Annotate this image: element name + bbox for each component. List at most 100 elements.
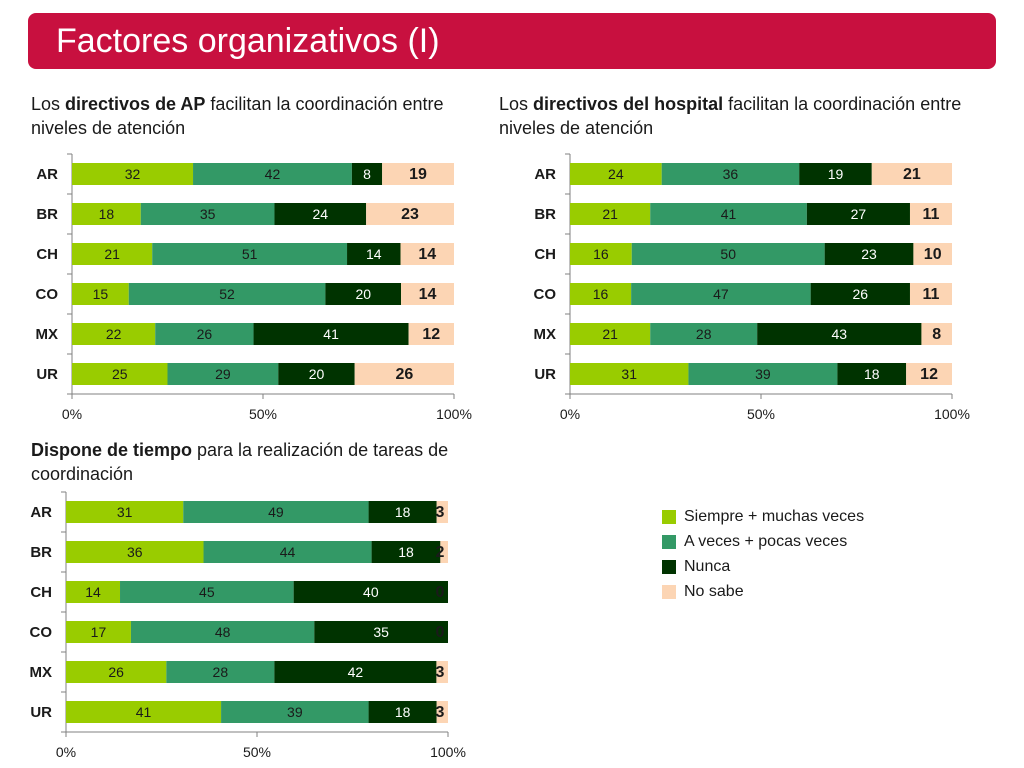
chart-title-hospital-suffix: facilitan la coordinación entre niveles … [499, 94, 962, 138]
tiempo-data-label: 18 [398, 544, 414, 560]
tiempo-bar-segment-ur-s3 [436, 701, 448, 723]
ap-category-label: MX [36, 326, 59, 343]
hosp-bar-segment-ur-s3 [906, 363, 952, 385]
ap-data-label: 22 [106, 326, 122, 342]
tiempo-bar-segment-mx-s2 [274, 661, 437, 683]
hosp-data-label: 47 [713, 286, 729, 302]
ap-bar-segment-br-s3 [366, 203, 454, 225]
ap-category-label: UR [36, 366, 58, 383]
ap-data-label: 14 [366, 246, 382, 262]
ap-bar-segment-ur-s1 [167, 363, 279, 385]
hosp-data-label: 26 [853, 286, 869, 302]
tiempo-x-tick-label: 50% [243, 744, 271, 760]
hosp-category-label: CH [534, 246, 556, 263]
hosp-data-label: 43 [832, 326, 848, 342]
tiempo-data-label: 3 [436, 664, 445, 681]
tiempo-data-label: 41 [136, 704, 152, 720]
hosp-data-label: 16 [593, 286, 609, 302]
hosp-bar-segment-mx-s1 [650, 323, 758, 345]
tiempo-data-label: 26 [108, 664, 124, 680]
tiempo-data-label: 18 [395, 704, 411, 720]
hosp-bar-segment-mx-s0 [570, 323, 651, 345]
ap-data-label: 15 [93, 286, 109, 302]
tiempo-category-label: AR [30, 504, 52, 521]
hosp-bar-segment-ch-s1 [631, 243, 825, 265]
tiempo-bar-segment-co-s1 [130, 621, 315, 643]
ap-data-label: 51 [242, 246, 258, 262]
hosp-bar-segment-ur-s0 [570, 363, 689, 385]
hosp-data-label: 10 [924, 246, 942, 263]
tiempo-bar-segment-ar-s0 [66, 501, 184, 523]
hosp-x-tick-label: 100% [934, 406, 970, 422]
ap-data-label: 41 [323, 326, 339, 342]
tiempo-data-label: 0 [436, 584, 445, 601]
hosp-x-tick-label: 50% [747, 406, 775, 422]
ap-bar-segment-ar-s1 [193, 163, 352, 185]
tiempo-bar-segment-ch-s1 [120, 581, 294, 603]
ap-data-label: 29 [215, 366, 231, 382]
legend-swatch-siempre [662, 509, 676, 524]
ap-data-label: 42 [265, 166, 281, 182]
ap-bar-segment-mx-s0 [72, 323, 156, 345]
chart-title-ap: Los directivos de AP facilitan la coordi… [31, 92, 451, 140]
ap-data-label: 52 [219, 286, 235, 302]
legend-label: Nunca [684, 557, 731, 575]
hosp-bar-segment-br-s3 [909, 203, 952, 225]
legend-label: No sabe [684, 582, 744, 600]
ap-bar-segment-ch-s1 [152, 243, 348, 265]
ap-bar-segment-mx-s3 [408, 323, 454, 345]
tiempo-bar-segment-ur-s1 [221, 701, 369, 723]
tiempo-data-label: 0 [436, 624, 445, 641]
hosp-data-label: 23 [861, 246, 877, 262]
ap-data-label: 26 [197, 326, 213, 342]
chart-title-ap-suffix: facilitan la coordinación entre niveles … [31, 94, 444, 138]
tiempo-data-label: 49 [268, 504, 284, 520]
ap-data-label: 19 [409, 166, 427, 183]
chart-title-tiempo: Dispone de tiempo para la realización de… [31, 438, 511, 486]
legend-item: No sabe [662, 579, 864, 604]
ap-bar-segment-mx-s2 [253, 323, 409, 345]
tiempo-bar-segment-ur-s2 [368, 701, 437, 723]
hosp-category-label: AR [534, 166, 556, 183]
chart-title-hospital: Los directivos del hospital facilitan la… [499, 92, 979, 140]
ap-data-label: 35 [200, 206, 216, 222]
ap-x-tick-label: 0% [62, 406, 82, 422]
tiempo-data-label: 35 [373, 624, 389, 640]
chart-title-hospital-prefix: Los [499, 94, 534, 114]
hosp-bar-segment-ch-s0 [570, 243, 632, 265]
chart-title-tiempo-suffix: para la realización de tareas de coordin… [31, 440, 449, 484]
ap-data-label: 14 [419, 286, 437, 303]
ap-bar-segment-ar-s2 [351, 163, 383, 185]
legend-swatch-nunca [662, 559, 676, 574]
tiempo-bar-segment-ar-s2 [368, 501, 437, 523]
tiempo-data-label: 39 [287, 704, 303, 720]
legend-swatch-no-sabe [662, 584, 676, 599]
hosp-bar-segment-ur-s2 [837, 363, 907, 385]
hosp-x-tick-label: 0% [560, 406, 580, 422]
hosp-data-label: 28 [696, 326, 712, 342]
tiempo-category-label: MX [30, 664, 53, 681]
ap-bar-segment-co-s1 [128, 283, 326, 305]
legend-swatch-a-veces [662, 534, 676, 549]
hosp-category-label: BR [534, 206, 556, 223]
ap-bar-segment-ch-s0 [72, 243, 153, 265]
tiempo-bar-segment-mx-s3 [436, 661, 448, 683]
hosp-data-label: 8 [932, 326, 941, 343]
tiempo-data-label: 17 [91, 624, 107, 640]
ap-bar-segment-br-s2 [274, 203, 367, 225]
tiempo-x-tick-label: 0% [56, 744, 76, 760]
tiempo-data-label: 45 [199, 584, 215, 600]
tiempo-data-label: 44 [280, 544, 296, 560]
hosp-data-label: 21 [903, 166, 921, 183]
ap-data-label: 12 [422, 326, 440, 343]
ap-bar-segment-ur-s2 [278, 363, 355, 385]
ap-bar-segment-ar-s0 [72, 163, 194, 185]
legend-label: Siempre + muchas veces [684, 507, 865, 525]
ap-data-label: 24 [313, 206, 329, 222]
tiempo-bar-segment-br-s1 [203, 541, 372, 563]
tiempo-bar-segment-ch-s2 [293, 581, 448, 603]
hosp-bar-segment-ar-s3 [871, 163, 952, 185]
hosp-bar-segment-ch-s3 [913, 243, 952, 265]
ap-data-label: 20 [309, 366, 325, 382]
